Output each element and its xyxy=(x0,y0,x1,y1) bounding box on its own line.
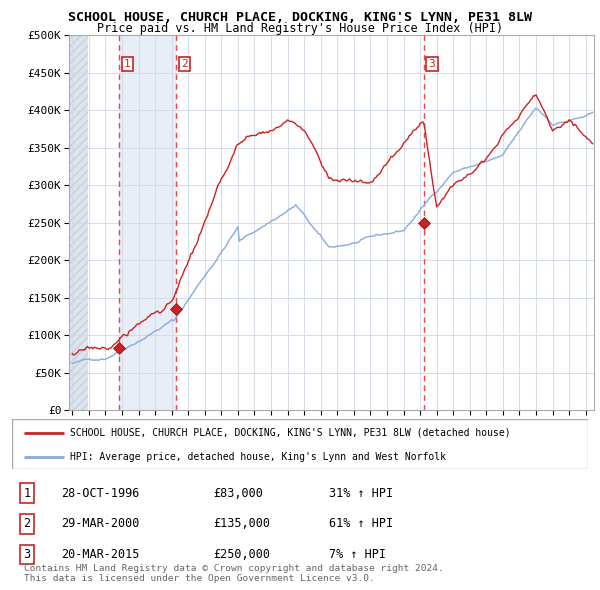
Text: 61% ↑ HPI: 61% ↑ HPI xyxy=(329,517,393,530)
Bar xyxy=(119,35,176,410)
Text: 2: 2 xyxy=(23,517,31,530)
Text: 3: 3 xyxy=(429,59,436,69)
Text: 29-MAR-2000: 29-MAR-2000 xyxy=(61,517,139,530)
Text: 28-OCT-1996: 28-OCT-1996 xyxy=(61,487,139,500)
Text: SCHOOL HOUSE, CHURCH PLACE, DOCKING, KING'S LYNN, PE31 8LW: SCHOOL HOUSE, CHURCH PLACE, DOCKING, KIN… xyxy=(68,11,532,24)
Text: SCHOOL HOUSE, CHURCH PLACE, DOCKING, KING'S LYNN, PE31 8LW (detached house): SCHOOL HOUSE, CHURCH PLACE, DOCKING, KIN… xyxy=(70,428,510,438)
FancyBboxPatch shape xyxy=(12,419,588,469)
Text: 1: 1 xyxy=(124,59,131,69)
Text: 3: 3 xyxy=(23,548,31,561)
Text: Contains HM Land Registry data © Crown copyright and database right 2024.
This d: Contains HM Land Registry data © Crown c… xyxy=(23,563,443,583)
Text: 7% ↑ HPI: 7% ↑ HPI xyxy=(329,548,386,561)
Text: £250,000: £250,000 xyxy=(214,548,271,561)
Text: 1: 1 xyxy=(23,487,31,500)
Text: 31% ↑ HPI: 31% ↑ HPI xyxy=(329,487,393,500)
Text: 2: 2 xyxy=(181,59,188,69)
Text: £83,000: £83,000 xyxy=(214,487,263,500)
Text: HPI: Average price, detached house, King's Lynn and West Norfolk: HPI: Average price, detached house, King… xyxy=(70,451,446,461)
Text: Price paid vs. HM Land Registry's House Price Index (HPI): Price paid vs. HM Land Registry's House … xyxy=(97,22,503,35)
Text: £135,000: £135,000 xyxy=(214,517,271,530)
Text: 20-MAR-2015: 20-MAR-2015 xyxy=(61,548,139,561)
Bar xyxy=(69,35,88,410)
